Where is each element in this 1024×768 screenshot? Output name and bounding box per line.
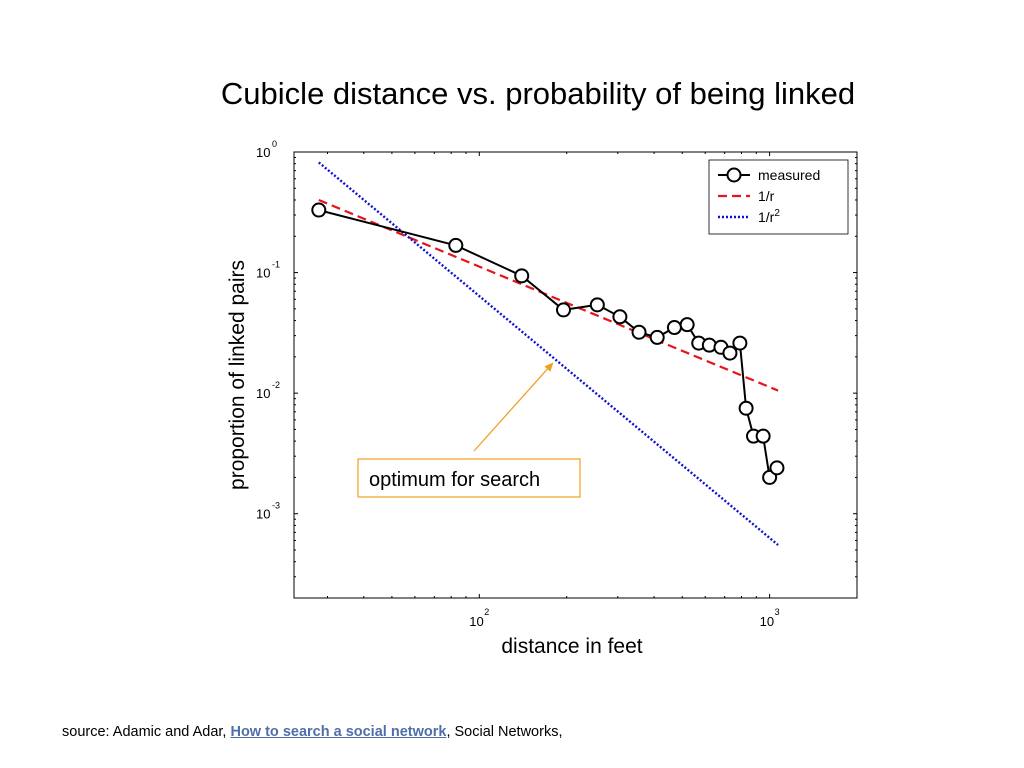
y-tick-exp: 0 — [272, 139, 277, 149]
data-point — [738, 400, 754, 416]
data-point — [514, 268, 530, 284]
data-point — [732, 335, 748, 351]
y-tick-label: 10-3 — [256, 501, 280, 522]
source-suffix: , Social Networks, — [446, 724, 563, 740]
x-tick-base: 10 — [760, 614, 774, 629]
legend-entry: 1/r — [718, 188, 775, 204]
y-tick-base: 10 — [256, 145, 270, 160]
series-line — [318, 198, 779, 392]
y-tick-exp: -1 — [272, 260, 280, 270]
y-tick-label: 10-1 — [256, 260, 280, 281]
data-point — [679, 317, 695, 333]
source-link[interactable]: How to search a social network — [230, 724, 447, 740]
x-tick-exp: 2 — [484, 607, 489, 617]
x-tick-label: 102 — [469, 607, 489, 629]
y-tick-label: 100 — [256, 139, 277, 160]
x-tick-label: 103 — [760, 607, 780, 629]
legend-label: 1/r — [758, 188, 775, 204]
x-axis-label: distance in feet — [501, 635, 642, 658]
data-point — [612, 309, 628, 325]
annotation: optimum for search — [357, 362, 581, 498]
y-tick-exp: -3 — [272, 501, 280, 511]
data-point — [631, 324, 647, 340]
y-tick-label: 10-2 — [256, 380, 280, 401]
source-prefix: source: Adamic and Adar, — [62, 724, 231, 740]
legend-marker — [726, 167, 742, 183]
x-tick-exp: 3 — [775, 607, 780, 617]
data-point — [555, 302, 571, 318]
x-tick-base: 10 — [469, 614, 483, 629]
data-point — [755, 428, 771, 444]
series-layer — [311, 161, 785, 546]
data-point — [666, 320, 682, 336]
source-citation: source: Adamic and Adar, How to search a… — [62, 724, 562, 740]
annotation-text: optimum for search — [369, 469, 540, 491]
annotation-box — [357, 458, 581, 498]
legend-label-sup: 2 — [774, 208, 780, 219]
data-point — [448, 237, 464, 253]
data-point — [769, 460, 785, 476]
annotation-arrow — [473, 368, 548, 452]
data-point — [722, 345, 738, 361]
minor-ticks — [294, 151, 858, 599]
data-point — [311, 202, 327, 218]
legend-label: measured — [758, 167, 820, 183]
annotation-arrowhead — [544, 362, 554, 372]
y-tick-base: 10 — [256, 507, 270, 522]
plot-area — [293, 151, 858, 599]
y-tick-base: 10 — [256, 266, 270, 281]
y-tick-exp: -2 — [272, 380, 280, 390]
y-axis-label: proportion of linked pairs — [226, 260, 249, 490]
data-point — [589, 297, 605, 313]
data-point — [649, 329, 665, 345]
chart-title: Cubicle distance vs. probability of bein… — [220, 76, 856, 111]
legend-entry: measured — [718, 167, 820, 183]
y-tick-base: 10 — [256, 386, 270, 401]
data-point — [762, 469, 778, 485]
